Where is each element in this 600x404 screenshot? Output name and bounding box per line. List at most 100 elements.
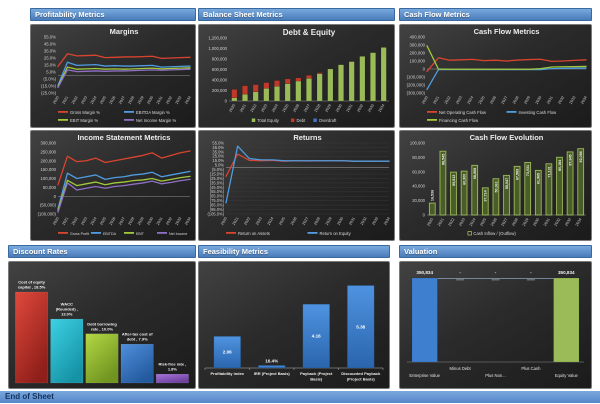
- svg-text:87,645: 87,645: [569, 154, 573, 165]
- svg-text:55,047: 55,047: [505, 178, 509, 189]
- svg-text:2034: 2034: [383, 217, 391, 226]
- svg-text:2023: 2023: [80, 96, 88, 105]
- svg-text:100,000: 100,000: [409, 59, 425, 64]
- svg-text:2025: 2025: [479, 218, 487, 227]
- svg-text:45.0%: 45.0%: [212, 145, 224, 150]
- svg-text:2032: 2032: [357, 104, 365, 113]
- svg-text:(100,000): (100,000): [38, 212, 57, 217]
- svg-text:Financing Cash Flow: Financing Cash Flow: [439, 118, 479, 123]
- svg-text:60,900: 60,900: [463, 174, 467, 185]
- svg-text:(300,000): (300,000): [407, 91, 426, 96]
- end-of-sheet-label: End of Sheet: [5, 392, 54, 401]
- margins-chart[interactable]: Margins 55.0% 45.0% 35.0% 25.0% 15.0% 5.0% (5.0…: [30, 24, 196, 128]
- svg-text:(75.0%): (75.0%): [210, 198, 225, 203]
- svg-text:2034: 2034: [580, 96, 588, 105]
- svg-text:2033: 2033: [367, 104, 375, 113]
- svg-text:Cash Inflow / (Outflow): Cash Inflow / (Outflow): [473, 231, 516, 236]
- svg-text:2033: 2033: [372, 217, 380, 226]
- svg-text:2020: 2020: [426, 218, 434, 227]
- svg-text:capital , 18.5%: capital , 18.5%: [18, 285, 46, 290]
- svg-text:50,000: 50,000: [43, 185, 57, 190]
- svg-text:200,000: 200,000: [212, 88, 228, 93]
- svg-text:2026: 2026: [293, 104, 301, 113]
- section-header-feasibility: Feasibility Metrics: [198, 245, 390, 258]
- svg-text:25.0%: 25.0%: [212, 154, 224, 159]
- discount-rates-chart[interactable]: Cost of equity capital , 18.5% WACC (Rounde…: [8, 261, 196, 389]
- cash-flow-metrics-chart[interactable]: Cash Flow Metrics 400,000 300,000 200,000 10…: [399, 24, 592, 128]
- svg-text:35.0%: 35.0%: [212, 149, 224, 154]
- valuation-chart[interactable]: 350,834 Enterprise Value - Minus Debt - Plus …: [399, 261, 592, 389]
- debt-equity-chart[interactable]: Debt & Equity 1,200,000 1,000,000 800,000 60…: [198, 24, 395, 128]
- svg-text:(105.0%): (105.0%): [207, 211, 224, 216]
- svg-text:Returns: Returns: [293, 133, 321, 142]
- svg-text:2021: 2021: [239, 104, 247, 113]
- svg-text:Cash Flow Metrics: Cash Flow Metrics: [474, 27, 540, 36]
- svg-text:67,589: 67,589: [516, 169, 520, 180]
- svg-text:(50,000): (50,000): [40, 203, 57, 208]
- svg-text:68,968: 68,968: [473, 168, 477, 179]
- svg-text:2021: 2021: [437, 218, 445, 227]
- income-statement-chart[interactable]: Income Statement Metrics 300,000 250,000 20…: [30, 130, 196, 241]
- svg-text:Net Operating Cash Flow: Net Operating Cash Flow: [439, 110, 487, 115]
- cfe-canvas: Cash Flow Evolution 100,000 80,000 60,000 40…: [410, 133, 586, 236]
- income-canvas: Income Statement Metrics 300,000 250,000 20…: [38, 133, 192, 236]
- cash-flow-evolution-chart[interactable]: Cash Flow Evolution 100,000 80,000 60,000 40…: [399, 130, 592, 241]
- svg-text:5.0%: 5.0%: [215, 163, 225, 168]
- svg-text:100,000: 100,000: [410, 141, 426, 146]
- svg-text:1,200,000: 1,200,000: [208, 36, 227, 41]
- svg-text:-: -: [495, 270, 497, 275]
- svg-text:Investing Cash Flow: Investing Cash Flow: [519, 110, 558, 115]
- svg-text:2034: 2034: [184, 217, 192, 226]
- svg-text:2028: 2028: [128, 217, 136, 226]
- svg-text:2029: 2029: [325, 104, 333, 113]
- svg-text:Margins: Margins: [110, 27, 139, 36]
- feasibility-metrics-chart[interactable]: 2.06 Profitability Index 16.4% IRR (Project…: [198, 261, 390, 389]
- svg-text:2020: 2020: [52, 96, 60, 105]
- svg-text:2022: 2022: [444, 96, 452, 105]
- svg-text:45.0%: 45.0%: [44, 42, 56, 47]
- svg-text:92,086: 92,086: [579, 151, 583, 162]
- svg-text:2026: 2026: [109, 96, 117, 105]
- svg-text:2027: 2027: [118, 217, 126, 226]
- svg-text:Overdraft: Overdraft: [319, 118, 337, 123]
- svg-text:2031: 2031: [543, 218, 551, 227]
- svg-text:2031: 2031: [156, 96, 164, 105]
- svg-text:-: -: [459, 270, 461, 275]
- svg-text:(65.0%): (65.0%): [210, 194, 225, 199]
- svg-text:2024: 2024: [467, 96, 475, 105]
- svg-text:400,000: 400,000: [212, 78, 228, 83]
- svg-text:2020: 2020: [220, 217, 228, 226]
- svg-text:2027: 2027: [501, 218, 509, 227]
- svg-text:2030: 2030: [146, 95, 154, 104]
- svg-text:2026: 2026: [489, 96, 497, 105]
- svg-text:16.4%: 16.4%: [265, 358, 278, 363]
- svg-text:16,536: 16,536: [431, 190, 435, 201]
- section-title: Discount Rates: [13, 247, 68, 256]
- svg-text:2031: 2031: [546, 96, 554, 105]
- svg-text:80,184: 80,184: [558, 159, 562, 171]
- svg-text:2029: 2029: [523, 96, 531, 105]
- valuation-canvas: 350,834 Enterprise Value - Minus Debt - Plus …: [407, 270, 584, 378]
- svg-text:2032: 2032: [554, 218, 562, 227]
- svg-text:2022: 2022: [243, 217, 251, 226]
- svg-text:Minus Debt: Minus Debt: [450, 366, 472, 371]
- svg-text:(85.0%): (85.0%): [210, 203, 225, 208]
- svg-text:2026: 2026: [290, 217, 298, 226]
- section-title: Cash Flow Metrics: [404, 10, 470, 19]
- svg-text:EBITDA Margin %: EBITDA Margin %: [136, 110, 170, 115]
- svg-text:2024: 2024: [267, 217, 275, 226]
- svg-text:Debt & Equity: Debt & Equity: [283, 28, 336, 37]
- svg-text:2022: 2022: [71, 96, 79, 105]
- svg-text:2027: 2027: [303, 104, 311, 113]
- svg-text:(35.0%): (35.0%): [210, 180, 225, 185]
- svg-text:2029: 2029: [137, 217, 145, 226]
- svg-text:2027: 2027: [118, 96, 126, 105]
- svg-text:(15.0%): (15.0%): [41, 84, 57, 89]
- section-header-discount-rates: Discount Rates: [8, 245, 196, 258]
- svg-text:2030: 2030: [335, 104, 343, 113]
- svg-text:15.0%: 15.0%: [212, 158, 224, 163]
- svg-text:73,031: 73,031: [526, 165, 530, 176]
- svg-text:(Project Basis): (Project Basis): [347, 377, 376, 382]
- section-title: Feasibility Metrics: [203, 247, 269, 256]
- returns-chart[interactable]: Returns 55.0% 45.0% 35.0% 25.0% 15.0% 5.0% (5.0…: [198, 130, 395, 241]
